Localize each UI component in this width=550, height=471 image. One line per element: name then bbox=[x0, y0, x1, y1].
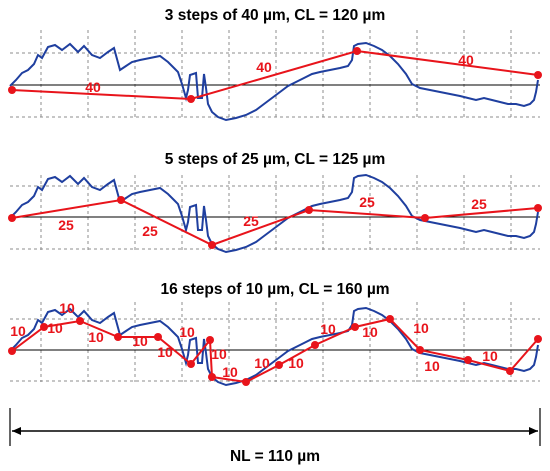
panel-3-step-point bbox=[416, 346, 424, 354]
panel-3-step-points bbox=[8, 315, 542, 386]
panel-2-step-label: 25 bbox=[471, 196, 487, 212]
panel-3-step-label: 10 bbox=[254, 355, 270, 371]
panel-3-step-point bbox=[534, 335, 542, 343]
panel-2-step-label: 25 bbox=[243, 213, 259, 229]
panel-3-step-label: 10 bbox=[47, 320, 63, 336]
panel-3-step-label: 10 bbox=[424, 358, 440, 374]
panel-3-step-point bbox=[351, 323, 359, 331]
panel-1-step-label: 40 bbox=[256, 59, 272, 75]
panel-3-step-label: 10 bbox=[10, 323, 26, 339]
panel-1-title: 3 steps of 40 µm, CL = 120 µm bbox=[165, 7, 385, 24]
panel-3: 16 steps of 10 µm, CL = 160 µm 10 10 10 bbox=[8, 281, 542, 387]
panel-3-step-point bbox=[242, 378, 250, 386]
panel-3-step-label: 10 bbox=[132, 333, 148, 349]
panel-3-step-point bbox=[76, 317, 84, 325]
panel-2-step-label: 25 bbox=[359, 194, 375, 210]
panel-3-step-point bbox=[8, 347, 16, 355]
nominal-length-dimension: NL = 110 µm bbox=[9, 408, 541, 465]
panel-1-step-point bbox=[187, 95, 195, 103]
panel-2-step-point bbox=[421, 214, 429, 222]
panel-3-step-point bbox=[154, 333, 162, 341]
panel-1-step-point bbox=[353, 47, 361, 55]
panel-2-grid bbox=[10, 175, 540, 250]
panel-1-step-point bbox=[534, 71, 542, 79]
panel-2-step-label: 25 bbox=[142, 223, 158, 239]
panel-3-title: 16 steps of 10 µm, CL = 160 µm bbox=[160, 281, 389, 298]
panel-2-title: 5 steps of 25 µm, CL = 125 µm bbox=[165, 151, 385, 168]
panel-3-step-point bbox=[464, 356, 472, 364]
panel-3-step-label: 10 bbox=[482, 348, 498, 364]
panel-3-step-label: 10 bbox=[222, 364, 238, 380]
panel-3-step-point bbox=[311, 341, 319, 349]
panel-3-step-label: 10 bbox=[362, 324, 378, 340]
panel-3-step-point bbox=[206, 336, 214, 344]
panel-3-profile bbox=[9, 306, 539, 387]
panel-3-step-label: 10 bbox=[179, 324, 195, 340]
nominal-length-label: NL = 110 µm bbox=[230, 448, 320, 465]
panel-2-step-path bbox=[11, 198, 539, 247]
panel-3-step-point bbox=[275, 361, 283, 369]
panel-3-step-label: 10 bbox=[413, 320, 429, 336]
panel-3-step-point bbox=[114, 333, 122, 341]
panel-2: 5 steps of 25 µm, CL = 125 µm 25 25 25 2… bbox=[8, 151, 542, 254]
panel-3-grid bbox=[10, 302, 540, 382]
panel-2-step-point bbox=[208, 241, 216, 249]
panel-3-step-label: 10 bbox=[59, 300, 75, 316]
panel-2-step-point bbox=[117, 196, 125, 204]
panel-3-step-point bbox=[506, 367, 514, 375]
panel-3-step-label: 10 bbox=[157, 344, 173, 360]
panel-3-step-point bbox=[40, 323, 48, 331]
panel-1-step-label: 40 bbox=[85, 79, 101, 95]
panel-3-step-label: 10 bbox=[88, 329, 104, 345]
panel-3-step-label: 10 bbox=[288, 355, 304, 371]
panel-1-step-label: 40 bbox=[458, 52, 474, 68]
panel-3-step-point bbox=[187, 360, 195, 368]
panel-2-profile bbox=[9, 173, 539, 254]
panel-3-step-point bbox=[208, 373, 216, 381]
panel-3-step-label: 10 bbox=[320, 321, 336, 337]
panel-2-step-point bbox=[305, 206, 313, 214]
panel-2-step-label: 25 bbox=[58, 217, 74, 233]
panel-2-step-point bbox=[534, 204, 542, 212]
panel-2-step-point bbox=[8, 214, 16, 222]
panel-1-step-path bbox=[11, 49, 539, 101]
panel-1-step-point bbox=[8, 86, 16, 94]
panel-3-step-label: 10 bbox=[211, 346, 227, 362]
panel-3-step-point bbox=[386, 315, 394, 323]
panel-1: 3 steps of 40 µm, CL = 120 µm 40 40 40 bbox=[8, 7, 542, 122]
panel-1-profile bbox=[9, 41, 539, 122]
